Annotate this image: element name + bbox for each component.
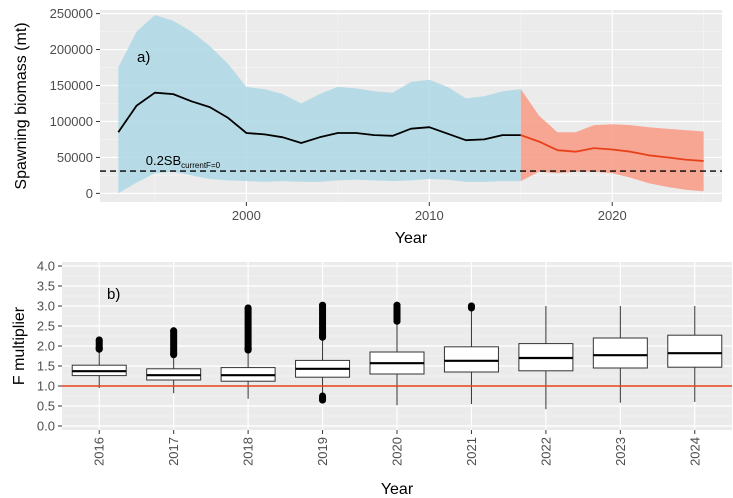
y-tick-label: 50000 xyxy=(57,150,93,165)
boxplot-2024 xyxy=(667,306,723,402)
boxplot-2020 xyxy=(369,301,425,406)
y-tick-label: 0.5 xyxy=(37,399,55,414)
y-tick-label: 3.5 xyxy=(37,279,55,294)
x-tick-label: 2019 xyxy=(315,437,330,466)
outlier-point xyxy=(393,301,401,309)
outlier-point xyxy=(170,327,178,335)
outlier-point xyxy=(467,302,475,310)
x-tick-label: 2020 xyxy=(598,208,627,223)
panel-b-f-multiplier: b) 0.0 0.5 1.0 1.5 2.0 2.5 3.0 3.5 4.0 2016 2017 201… xyxy=(11,259,732,498)
reference-line-label: 0.2SBcurrentF=0 xyxy=(146,153,221,170)
interquartile-box xyxy=(667,334,723,368)
outlier-point xyxy=(319,301,327,309)
y-tick-label: 4.0 xyxy=(37,259,55,274)
y-tick-label: 100000 xyxy=(50,114,93,129)
confidence-band-series-0 xyxy=(118,15,521,194)
x-tick-label: 2020 xyxy=(390,437,405,466)
x-tick-label: 2000 xyxy=(232,208,261,223)
outlier-point xyxy=(319,396,327,404)
boxplot-2023 xyxy=(592,306,648,403)
y-tick-label: 0 xyxy=(86,186,93,201)
x-axis-title: Year xyxy=(381,481,414,498)
panel-label-b: b) xyxy=(107,286,120,303)
y-tick-label: 2.5 xyxy=(37,319,55,334)
panel-label-a: a) xyxy=(137,49,150,66)
y-tick-label: 3.0 xyxy=(37,299,55,314)
x-tick-label: 2018 xyxy=(241,437,256,466)
x-tick-label: 2024 xyxy=(687,437,702,466)
y-axis-title: Spawning biomass (mt) xyxy=(13,22,30,189)
y-tick-label: 1.5 xyxy=(37,359,55,374)
y-tick-label: 200000 xyxy=(50,42,93,57)
outlier-point xyxy=(244,304,252,312)
boxplot-2021 xyxy=(443,302,499,404)
boxplot-2017 xyxy=(146,327,202,394)
median-line-series-1 xyxy=(520,134,704,162)
panel-a-spawning-biomass: 0.2SBcurrentF=0a)05000010000015000020000… xyxy=(13,6,722,247)
boxplot-2018 xyxy=(220,304,276,399)
y-axis-title: F multiplier xyxy=(11,306,28,385)
boxplot-2019 xyxy=(295,301,351,404)
x-tick-label: 2017 xyxy=(166,437,181,466)
boxplot-2022 xyxy=(518,306,574,410)
confidence-band-series-1 xyxy=(520,89,704,192)
x-tick-label: 2021 xyxy=(464,437,479,466)
reference-line-label-subscript: currentF=0 xyxy=(181,161,220,170)
median-line-series-0 xyxy=(117,91,521,144)
y-tick-label: 150000 xyxy=(50,78,93,93)
outlier-point xyxy=(95,336,103,344)
boxplot-2016 xyxy=(71,336,127,388)
x-tick-label: 2016 xyxy=(92,437,107,466)
interquartile-box xyxy=(592,337,648,369)
interquartile-box xyxy=(443,346,499,373)
y-tick-label: 1.0 xyxy=(37,379,55,394)
x-tick-label: 2010 xyxy=(415,208,444,223)
y-tick-label: 2.0 xyxy=(37,339,55,354)
reference-line-label-main: 0.2SB xyxy=(146,153,181,168)
y-tick-label: 0.0 xyxy=(37,419,55,434)
x-axis-title: Year xyxy=(395,230,428,247)
x-tick-label: 2022 xyxy=(538,437,553,466)
x-tick-label: 2023 xyxy=(613,437,628,466)
y-tick-label: 250000 xyxy=(50,6,93,21)
